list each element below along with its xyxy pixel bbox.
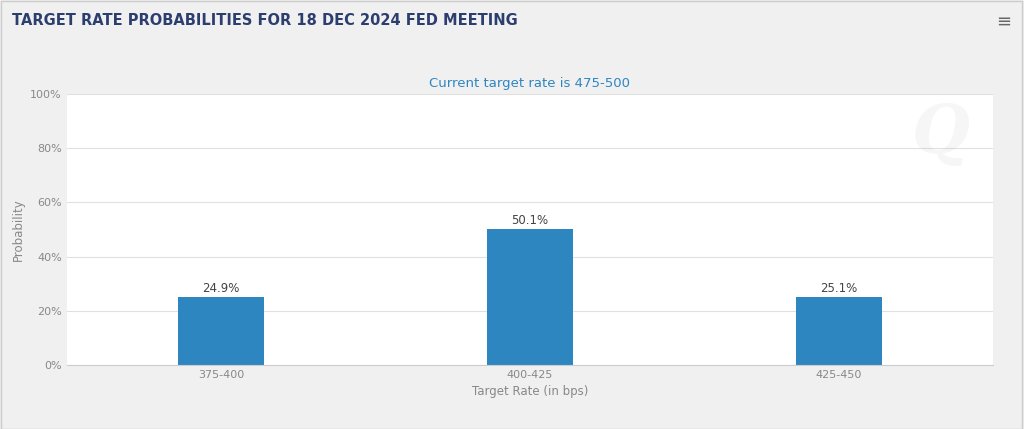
X-axis label: Target Rate (in bps): Target Rate (in bps): [472, 385, 588, 398]
Text: 50.1%: 50.1%: [511, 214, 549, 227]
Text: 25.1%: 25.1%: [820, 282, 857, 295]
Text: 24.9%: 24.9%: [203, 282, 240, 295]
Title: Current target rate is 475-500: Current target rate is 475-500: [429, 78, 631, 91]
Bar: [796, 297, 882, 365]
Bar: [486, 229, 573, 365]
Text: ≡: ≡: [996, 13, 1012, 31]
Text: Q: Q: [912, 103, 970, 167]
Text: TARGET RATE PROBABILITIES FOR 18 DEC 2024 FED MEETING: TARGET RATE PROBABILITIES FOR 18 DEC 202…: [12, 13, 518, 28]
Bar: [178, 297, 264, 365]
Y-axis label: Probability: Probability: [11, 198, 25, 261]
